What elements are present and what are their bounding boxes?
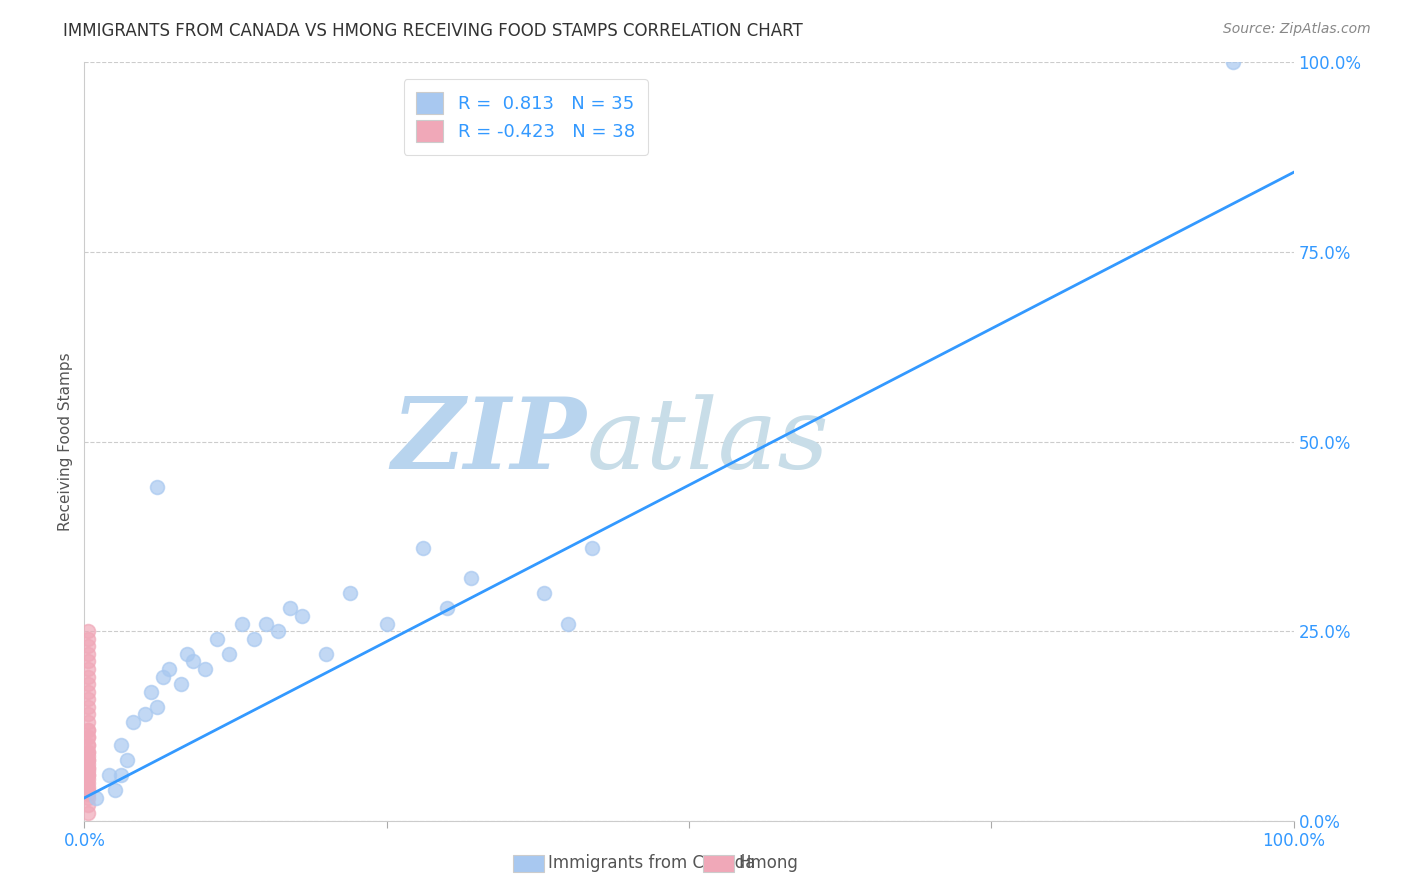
Point <box>139 685 162 699</box>
Point <box>77 624 100 639</box>
Text: ZIP: ZIP <box>391 393 586 490</box>
Point <box>207 632 229 646</box>
Point <box>77 768 100 782</box>
Point <box>77 787 100 801</box>
Point <box>77 632 100 646</box>
Point <box>77 746 100 760</box>
Point <box>77 760 100 774</box>
Text: IMMIGRANTS FROM CANADA VS HMONG RECEIVING FOOD STAMPS CORRELATION CHART: IMMIGRANTS FROM CANADA VS HMONG RECEIVIN… <box>63 22 803 40</box>
Point <box>181 655 204 669</box>
Point <box>110 738 132 752</box>
Point <box>77 677 100 691</box>
Point <box>77 699 100 714</box>
Point <box>77 707 100 722</box>
Point <box>77 798 100 813</box>
Point <box>375 616 398 631</box>
Text: atlas: atlas <box>586 394 830 489</box>
Point <box>77 783 100 797</box>
Point <box>77 753 100 767</box>
Point <box>77 791 100 805</box>
Point <box>134 707 156 722</box>
Point <box>254 616 277 631</box>
Point <box>86 791 108 805</box>
Text: Immigrants from Canada: Immigrants from Canada <box>548 855 755 872</box>
Point <box>218 647 240 661</box>
Point <box>315 647 337 661</box>
Point <box>77 730 100 744</box>
Point <box>242 632 264 646</box>
Y-axis label: Receiving Food Stamps: Receiving Food Stamps <box>58 352 73 531</box>
Point <box>146 480 169 494</box>
Point <box>77 669 100 683</box>
Point <box>460 571 482 585</box>
Point <box>77 764 100 779</box>
Point <box>77 730 100 744</box>
Point <box>77 746 100 760</box>
Point <box>77 776 100 790</box>
Point <box>77 760 100 774</box>
Point <box>77 753 100 767</box>
Point <box>77 768 100 782</box>
Point <box>77 639 100 653</box>
Point <box>436 601 458 615</box>
Point <box>121 715 143 730</box>
Point <box>1222 55 1244 70</box>
Point <box>77 655 100 669</box>
Point <box>278 601 301 615</box>
Point <box>77 715 100 730</box>
Point <box>152 669 174 683</box>
Point <box>176 647 198 661</box>
Point <box>77 772 100 786</box>
Point <box>533 586 555 600</box>
Point <box>77 738 100 752</box>
Text: Hmong: Hmong <box>738 855 799 872</box>
Point <box>77 806 100 821</box>
Point <box>77 756 100 771</box>
Point <box>77 749 100 764</box>
Point <box>77 780 100 794</box>
Point <box>77 723 100 737</box>
Point <box>231 616 253 631</box>
Point <box>77 647 100 661</box>
Legend: R =  0.813   N = 35, R = -0.423   N = 38: R = 0.813 N = 35, R = -0.423 N = 38 <box>404 79 648 154</box>
Point <box>170 677 193 691</box>
Point <box>77 738 100 752</box>
Point <box>157 662 180 676</box>
Point <box>581 541 603 555</box>
Text: Source: ZipAtlas.com: Source: ZipAtlas.com <box>1223 22 1371 37</box>
Point <box>267 624 290 639</box>
Point <box>97 768 120 782</box>
Point <box>104 783 127 797</box>
Point <box>291 608 314 623</box>
Point <box>110 768 132 782</box>
Point <box>115 753 138 767</box>
Point <box>339 586 361 600</box>
Point <box>77 723 100 737</box>
Point <box>146 699 169 714</box>
Point <box>77 692 100 706</box>
Point <box>194 662 217 676</box>
Point <box>77 685 100 699</box>
Point <box>77 662 100 676</box>
Point <box>412 541 434 555</box>
Point <box>557 616 579 631</box>
